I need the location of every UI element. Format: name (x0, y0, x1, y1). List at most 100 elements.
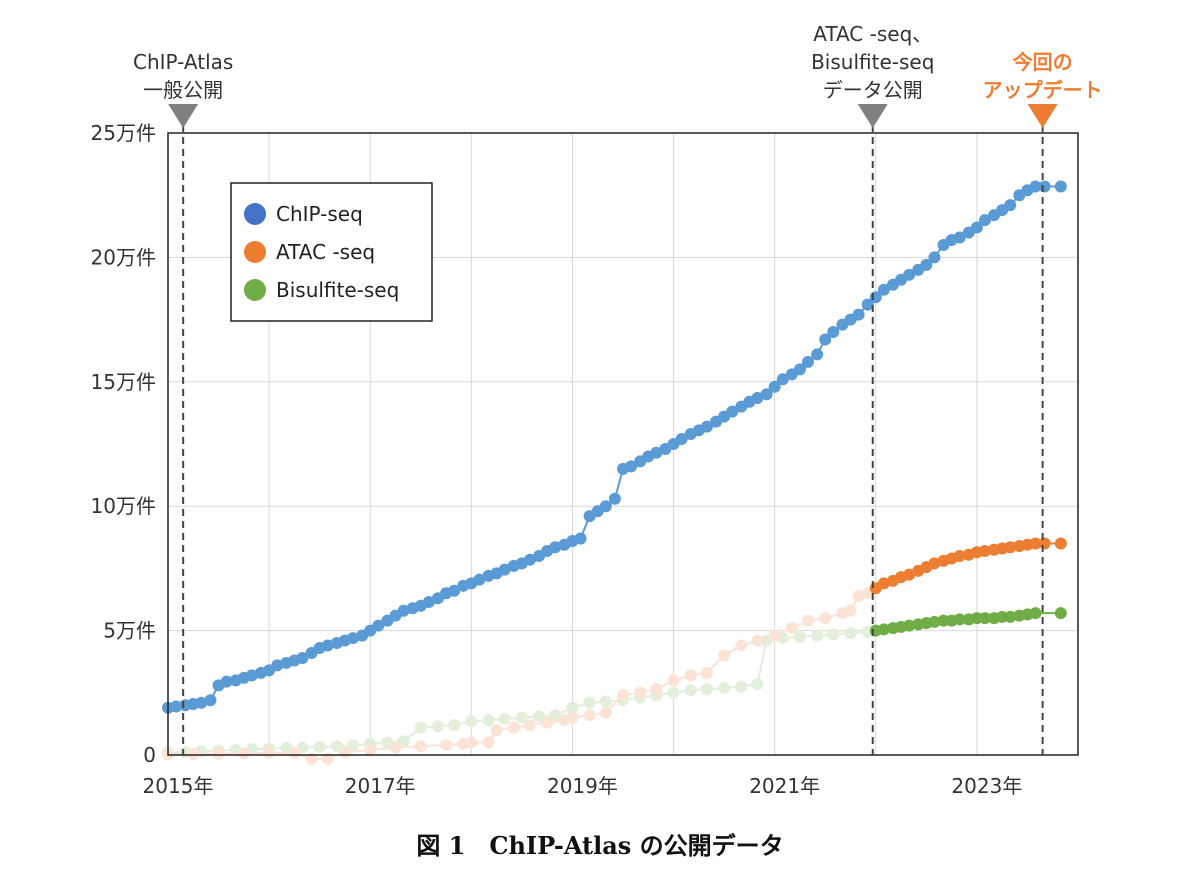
release-marker-triangle (168, 104, 199, 128)
data-point (440, 739, 453, 752)
data-point (397, 735, 410, 748)
data-point (1029, 607, 1042, 620)
data-point (549, 541, 562, 554)
data-point (599, 695, 612, 708)
data-point (877, 623, 890, 636)
data-point (785, 622, 798, 635)
data-point (482, 714, 495, 727)
data-point (288, 746, 301, 759)
data-point (541, 716, 554, 729)
release-annotation-text: データ公開 (823, 78, 923, 102)
data-point (338, 746, 351, 759)
data-point (237, 747, 250, 760)
data-point (634, 686, 647, 699)
data-point (448, 584, 461, 597)
data-point (296, 651, 309, 664)
data-point (953, 613, 966, 626)
data-point (861, 298, 874, 311)
release-annotation: ATAC -seq、 Bisulfite-seq データ公開 (811, 22, 934, 755)
legend-marker (244, 241, 266, 263)
data-point (700, 683, 713, 696)
data-point (1038, 180, 1051, 193)
data-point (245, 669, 258, 682)
release-annotation-text: 一般公開 (143, 78, 223, 102)
data-point (330, 740, 343, 753)
data-point (212, 747, 225, 760)
data-point (583, 696, 596, 709)
x-tick-label: 2015年 (143, 774, 214, 798)
data-point (364, 744, 377, 757)
data-point (625, 460, 638, 473)
data-point (667, 686, 680, 699)
data-point (667, 674, 680, 687)
data-point (751, 391, 764, 404)
data-point (827, 326, 840, 339)
release-marker-triangle (1027, 104, 1058, 128)
data-point (566, 701, 579, 714)
data-point (928, 251, 941, 264)
data-point (1038, 537, 1051, 550)
data-point (507, 721, 520, 734)
data-point (490, 724, 503, 737)
data-point (617, 689, 629, 702)
data-point (448, 719, 461, 732)
data-point (700, 666, 713, 679)
data-point (574, 532, 587, 545)
data-point (498, 712, 511, 725)
series-atac-seq (162, 537, 1067, 765)
data-point (650, 446, 663, 459)
data-point (802, 614, 815, 627)
data-point (793, 363, 806, 376)
data-point (599, 706, 612, 719)
data-point (852, 308, 865, 321)
data-point (684, 669, 697, 682)
data-point (903, 619, 916, 632)
data-point (170, 700, 183, 713)
data-point (978, 612, 991, 625)
data-point (852, 589, 865, 602)
data-point (523, 719, 536, 732)
data-point (389, 741, 402, 754)
y-tick-label: 20万件 (91, 245, 156, 269)
data-point (768, 380, 781, 393)
data-point (608, 492, 621, 505)
data-point (953, 549, 966, 562)
data-point (523, 553, 536, 566)
release-annotation-text: Bisulfite-seq (811, 50, 934, 74)
y-tick-label: 25万件 (91, 121, 156, 145)
legend-label: ATAC -seq (276, 240, 375, 264)
x-tick-label: 2019年 (547, 774, 618, 798)
data-point (583, 709, 596, 722)
data-point (726, 405, 739, 418)
data-point (1004, 610, 1017, 623)
release-annotations: ChIP-Atlas 一般公開 ATAC -seq、 Bisulfite-seq データ… (133, 22, 1103, 755)
figure-caption: 図 1 ChIP-Atlas の公開データ (416, 831, 784, 860)
data-point (1029, 180, 1042, 193)
data-point (414, 740, 427, 753)
data-point (1004, 199, 1017, 212)
release-annotation-text: アップデート (983, 78, 1103, 102)
data-point (465, 736, 478, 749)
data-point (473, 573, 486, 586)
data-point (811, 629, 824, 642)
data-point (844, 604, 857, 617)
cumulative-data-chart: 0 5万件 10万件 15万件 20万件 25万件 2015年 2017年 2019年 2021年… (91, 22, 1103, 798)
release-annotation-text: ChIP-Atlas (133, 50, 233, 74)
data-point (735, 639, 748, 652)
data-point (1054, 607, 1067, 620)
data-point (953, 231, 966, 244)
data-point (187, 748, 200, 761)
data-point (372, 619, 385, 632)
data-point (220, 675, 233, 688)
data-point (928, 557, 941, 570)
data-point (877, 283, 890, 296)
legend-label: Bisulfite-seq (276, 278, 399, 302)
data-point (776, 373, 789, 386)
data-point (903, 568, 916, 581)
data-point (827, 628, 840, 641)
data-point (1054, 537, 1067, 550)
x-tick-label: 2023年 (951, 774, 1022, 798)
data-point (498, 563, 511, 576)
data-point (321, 639, 334, 652)
data-point (718, 649, 731, 662)
